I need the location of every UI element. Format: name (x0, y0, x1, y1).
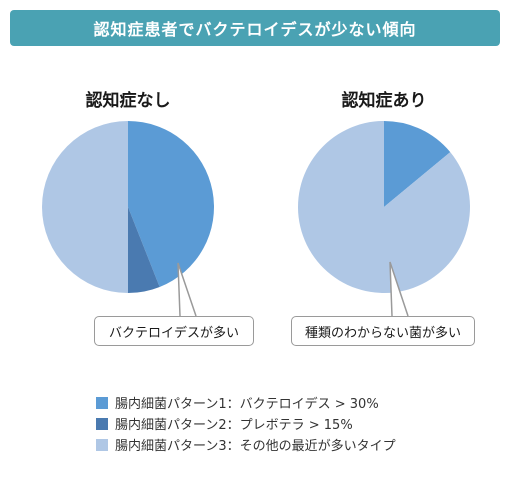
legend-label-pattern2: 腸内細菌パターン2：プレボテラ > 15% (115, 418, 353, 433)
legend-item-pattern2: 腸内細菌パターン2：プレボテラ > 15% (96, 413, 396, 434)
pie2-slice-2 (298, 121, 471, 293)
pie-title-dementia: 認知症あり (341, 91, 427, 111)
legend-item-pattern3: 腸内細菌パターン3：その他の最近が多いタイプ (96, 434, 396, 455)
pie1-slice-2 (128, 207, 160, 293)
legend-swatch-pattern2 (96, 417, 108, 430)
callout1-pointer-outline (177, 262, 197, 317)
callout2-pointer-outline (389, 261, 409, 317)
pie1-slice-3 (42, 121, 128, 293)
legend-item-pattern1: 腸内細菌パターン1：バクテロイデス > 30% (96, 392, 396, 413)
callout-bacteroides-many: バクテロイデスが多い (94, 316, 254, 346)
callout-unknown-bacteria-many: 種類のわからない菌が多い (291, 316, 475, 346)
legend-swatch-pattern3 (96, 438, 108, 451)
legend-label-pattern3: 腸内細菌パターン3：その他の最近が多いタイプ (115, 439, 396, 454)
legend: 腸内細菌パターン1：バクテロイデス > 30% 腸内細菌パターン2：プレボテラ … (96, 392, 396, 455)
chart-banner-title: 認知症患者でバクテロイデスが少ない傾向 (10, 10, 500, 46)
pie2-slice-1 (384, 121, 451, 207)
legend-label-pattern1: 腸内細菌パターン1：バクテロイデス > 30% (115, 397, 379, 412)
pie1-slice-1 (128, 121, 215, 287)
pie-title-no-dementia: 認知症なし (85, 91, 171, 111)
legend-swatch-pattern1 (96, 396, 108, 409)
